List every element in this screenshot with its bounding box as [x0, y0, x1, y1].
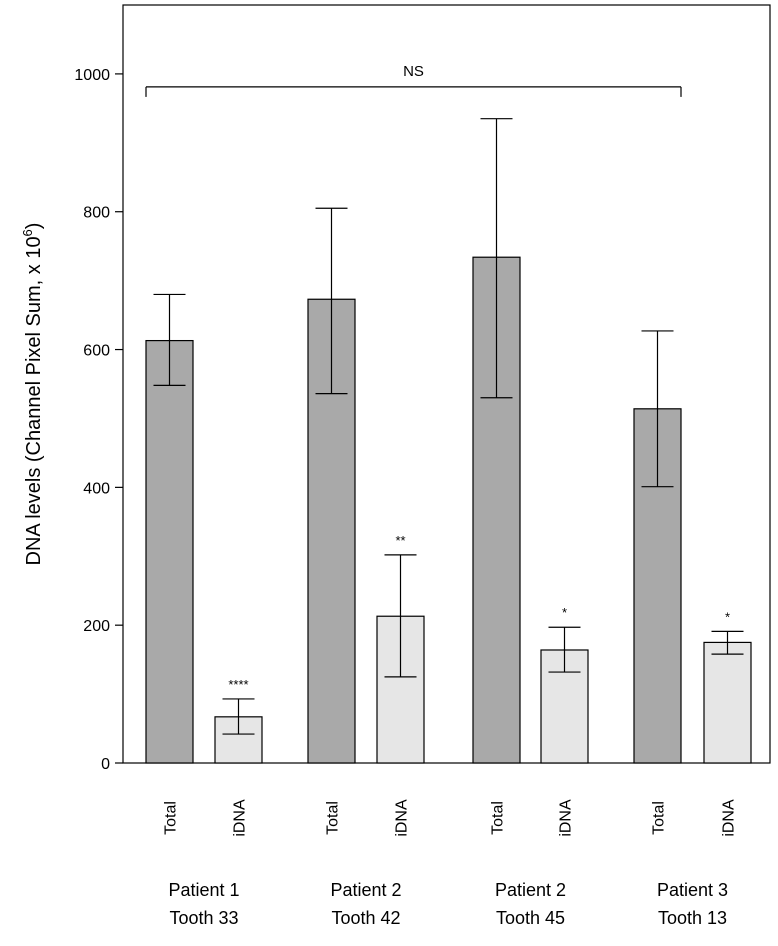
y-axis-label: DNA levels (Channel Pixel Sum, x 106) — [20, 223, 45, 566]
y-tick-label: 800 — [83, 205, 110, 222]
significance-marker: ** — [395, 533, 405, 548]
x-category-label: Total — [325, 801, 342, 835]
significance-marker: * — [725, 609, 730, 624]
y-axis-label-close: ) — [23, 223, 45, 230]
x-category-label: iDNA — [721, 799, 738, 837]
group-label-line1: Patient 2 — [495, 880, 566, 900]
group-label-line1: Patient 1 — [168, 880, 239, 900]
significance-marker: * — [562, 605, 567, 620]
y-tick-label: 600 — [83, 343, 110, 360]
bar-idna — [540, 649, 589, 764]
x-category-label: iDNA — [232, 799, 249, 837]
x-category-label: Total — [490, 801, 507, 835]
y-axis-label-sup: 6 — [20, 229, 35, 236]
plot-frame — [122, 4, 771, 764]
group-label-line2: Tooth 42 — [331, 908, 400, 928]
x-category-label: iDNA — [394, 799, 411, 837]
x-category-label: Total — [163, 801, 180, 835]
bar-total — [145, 339, 194, 764]
bar-idna — [703, 641, 752, 764]
group-label-line1: Patient 2 — [330, 880, 401, 900]
significance-marker: **** — [228, 677, 248, 692]
bracket-label: NS — [403, 63, 424, 80]
x-category-label: Total — [651, 801, 668, 835]
y-axis-label-text: DNA levels (Channel Pixel Sum, x 10 — [23, 236, 45, 565]
y-tick-label: 200 — [83, 618, 110, 635]
group-label-line1: Patient 3 — [657, 880, 728, 900]
x-category-label: iDNA — [558, 799, 575, 837]
group-label-line2: Tooth 45 — [496, 908, 565, 928]
y-tick-label: 400 — [83, 480, 110, 497]
group-label-line2: Tooth 33 — [169, 908, 238, 928]
y-tick-label: 0 — [101, 756, 110, 773]
group-label-line2: Tooth 13 — [658, 908, 727, 928]
y-tick-label: 1000 — [74, 67, 110, 84]
